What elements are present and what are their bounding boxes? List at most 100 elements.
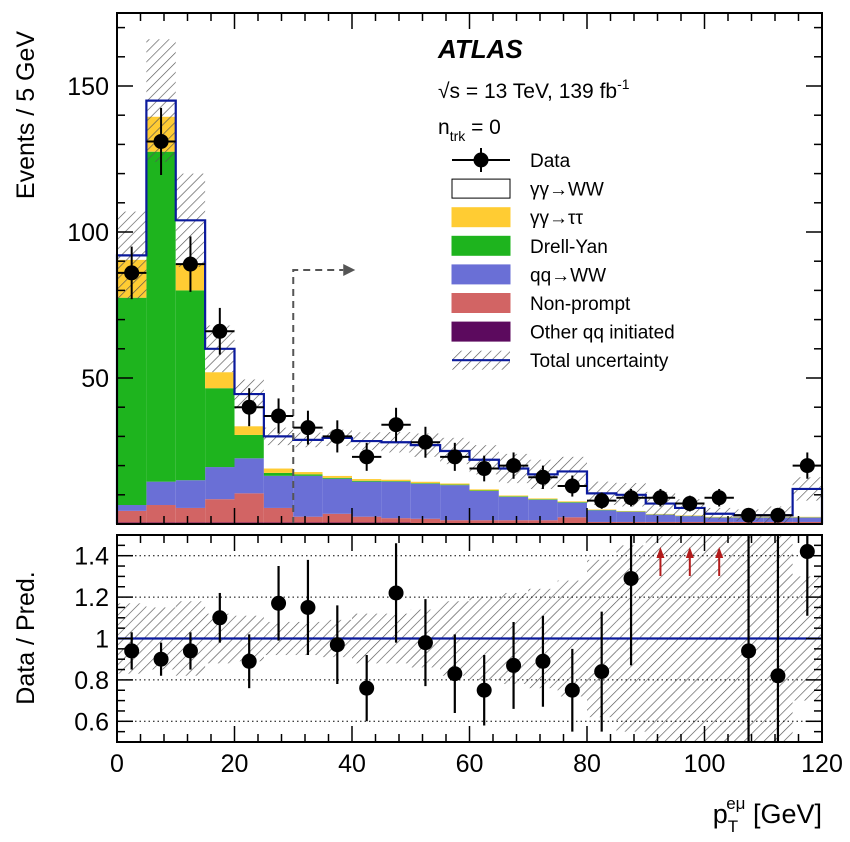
legend-swatch <box>451 293 511 313</box>
legend-marker <box>473 152 489 168</box>
stack-bar <box>322 477 352 479</box>
data-point <box>535 469 551 485</box>
stack-bar <box>440 484 470 486</box>
stack-bar <box>175 507 206 523</box>
stack-bar <box>469 520 499 524</box>
stack-bar <box>381 518 411 523</box>
y-axis-label: Events / 5 GeV <box>12 31 40 199</box>
legend-label: γγ→WW <box>530 180 604 201</box>
ratio-point <box>594 664 610 680</box>
data-point <box>476 461 492 477</box>
data-point <box>799 458 815 474</box>
stack-bar <box>704 517 734 522</box>
x-tick-label: 20 <box>221 750 249 778</box>
stack-bar <box>792 517 822 522</box>
legend-item: Total uncertainty <box>452 350 669 372</box>
legend-item: Data <box>452 148 571 172</box>
y-tick-label: 100 <box>67 219 109 247</box>
stack-bar <box>557 501 587 503</box>
ratio-y-tick-label: 1 <box>95 626 109 654</box>
legend-label: γγ→ττ <box>530 208 584 229</box>
stack-bar <box>234 493 264 523</box>
cut-arrowhead <box>343 263 356 276</box>
legend-label: Total uncertainty <box>530 351 669 372</box>
stack-bar <box>557 517 587 524</box>
data-point <box>506 458 522 474</box>
stack-bar <box>498 496 529 497</box>
data-point <box>212 323 228 339</box>
ratio-point <box>359 680 375 696</box>
stack-bar <box>117 510 147 523</box>
stack-bar <box>205 467 235 500</box>
legend-swatch <box>451 321 511 342</box>
stack-bar <box>117 505 147 511</box>
ratio-point <box>241 653 257 669</box>
stack-bar <box>293 475 323 517</box>
stack-bar <box>352 479 382 481</box>
ratio-point <box>447 666 463 682</box>
data-point <box>271 408 287 424</box>
legend-swatch <box>451 178 511 199</box>
ratio-point <box>182 643 198 659</box>
stack-bar <box>557 502 587 503</box>
stack-bar <box>587 521 617 524</box>
stack-bar <box>146 481 176 506</box>
legend-item: Drell-Yan <box>451 235 608 258</box>
ratio-point <box>300 599 316 615</box>
stack-bar <box>381 481 411 519</box>
experiment-label: ATLAS <box>437 34 523 64</box>
stack-bar <box>498 496 529 521</box>
stack-bar <box>557 502 587 518</box>
data-point <box>652 490 668 506</box>
ratio-point <box>124 643 140 659</box>
ratio-point <box>799 544 815 560</box>
cut-line <box>292 268 344 524</box>
total-prediction-outline <box>115 99 824 524</box>
stack-bar <box>469 490 499 492</box>
data-point <box>124 265 140 281</box>
stack-bar <box>352 480 382 482</box>
data-point <box>241 399 257 415</box>
stack-bar <box>117 297 147 506</box>
ratio-y-tick-label: 1.2 <box>74 584 109 612</box>
legend-label: Other qq initiated <box>530 323 675 344</box>
stack-bar <box>528 498 558 500</box>
overflow-arrows <box>656 547 724 576</box>
stack-bar <box>792 516 822 518</box>
main-axes: 50 100 150 <box>67 12 823 525</box>
data-point <box>623 490 639 506</box>
ratio-point <box>506 657 522 673</box>
y-tick-label: 50 <box>81 365 109 393</box>
legend: Data γγ→WW γγ→ττ Drell-Yan qq→WW Non-prompt Ot… <box>451 148 675 372</box>
stack-bar <box>498 495 529 497</box>
x-tick-label: 100 <box>684 750 726 778</box>
data-point <box>741 507 757 523</box>
data-point <box>564 478 580 494</box>
legend-swatch <box>451 264 511 285</box>
ratio-y-tick-label: 0.6 <box>74 708 109 736</box>
stack-bar <box>263 475 294 508</box>
stack-bar <box>587 510 617 522</box>
x-tick-label: 60 <box>456 750 484 778</box>
ratio-point <box>271 595 287 611</box>
ratio-y-tick-label: 0.8 <box>74 667 109 695</box>
main-panel: 50 100 150 Events / 5 GeV ATLAS √s = 13 Te… <box>12 12 824 525</box>
legend-item: γγ→WW <box>451 178 604 201</box>
legend-label: Data <box>530 151 571 172</box>
stack-bar <box>146 505 176 523</box>
stack-bar <box>146 151 176 482</box>
ratio-point <box>535 653 551 669</box>
ratio-y-tick-label: 1.4 <box>74 543 109 571</box>
stack-bar <box>440 485 470 521</box>
stack-bar <box>498 520 529 524</box>
stack-bar <box>528 520 558 524</box>
stack-bar <box>234 434 264 459</box>
data-point <box>447 449 463 465</box>
x-tick-label: 80 <box>573 750 601 778</box>
data-point <box>329 428 345 444</box>
cut-arrow <box>292 263 356 524</box>
ratio-point <box>623 570 639 586</box>
stack-bar <box>263 468 294 473</box>
data-point <box>359 449 375 465</box>
stack-bar <box>704 521 734 524</box>
